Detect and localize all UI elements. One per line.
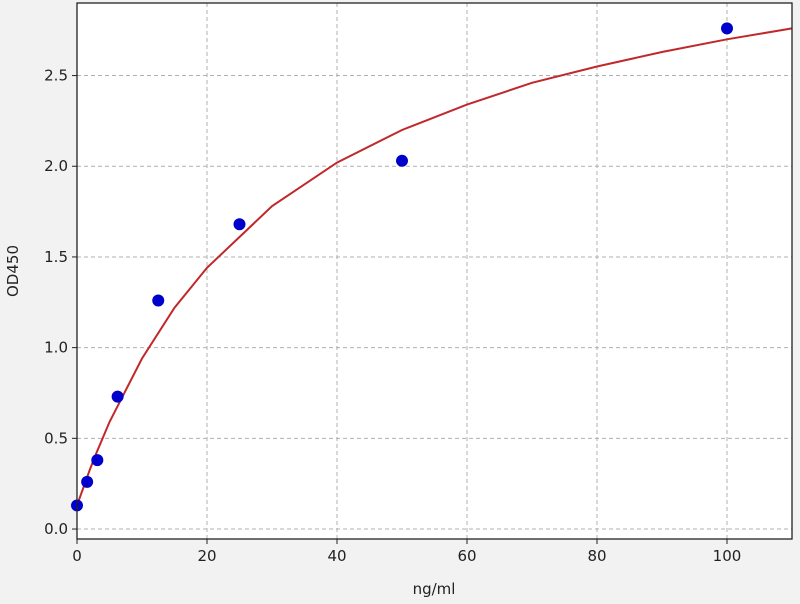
y-tick-label: 2.5: [44, 67, 68, 85]
data-point: [396, 154, 408, 167]
x-tick-label: 20: [197, 547, 216, 565]
y-tick-label: 0.5: [44, 429, 68, 447]
data-point: [233, 218, 246, 231]
y-axis-label: OD450: [4, 245, 22, 297]
x-tick-label: 40: [327, 547, 346, 565]
plot-frame: [76, 2, 793, 540]
data-point: [152, 294, 165, 307]
data-point: [111, 390, 124, 403]
y-tick-label: 1.5: [44, 248, 68, 266]
y-tick-label: 2.0: [44, 157, 68, 175]
plot-area: [77, 3, 792, 539]
grid: [76, 3, 792, 539]
y-tick-label: 0.0: [44, 520, 68, 538]
x-tick-label: 0: [72, 547, 82, 565]
x-tick-label: 100: [713, 547, 742, 565]
data-point: [81, 475, 94, 488]
data-points: [71, 22, 733, 512]
y-tick-label: 1.0: [44, 339, 68, 357]
data-point: [91, 454, 104, 467]
x-tick-label: 60: [457, 547, 476, 565]
x-axis-label: ng/ml: [413, 580, 456, 598]
data-point: [721, 22, 733, 35]
x-tick-label: 80: [587, 547, 606, 565]
ticks: 0 20 40 60 80 100 0.0 0.5 1.0 1.5 2.0 2.5: [44, 67, 741, 565]
